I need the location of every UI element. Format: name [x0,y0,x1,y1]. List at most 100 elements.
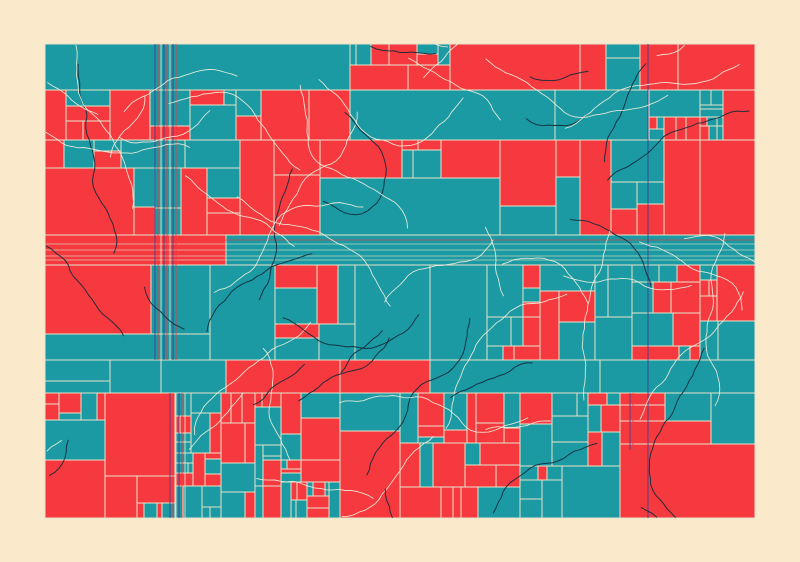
block [648,89,701,118]
block [209,506,222,519]
block [318,323,356,361]
block [477,486,521,519]
block [58,412,82,421]
flow-curve [384,239,494,303]
flow-curve [484,226,504,297]
block [466,392,477,444]
block [677,43,756,91]
block [631,345,680,361]
block [722,89,756,141]
block [486,316,512,347]
block [460,486,479,519]
block [220,491,246,519]
block [174,432,192,443]
block [80,392,98,421]
block [519,465,539,481]
block [399,486,442,519]
block [678,345,691,361]
block [324,481,330,497]
block [65,89,111,107]
flow-curve [408,57,501,121]
block [274,264,318,289]
block [648,116,658,130]
block [306,495,330,509]
block [416,43,439,55]
block [619,404,666,422]
block [192,452,206,487]
block [407,64,451,91]
block [522,264,541,289]
flow-curve [45,132,191,154]
rectangle-blocks [44,43,756,519]
block [546,465,563,481]
block [206,167,241,199]
block [190,412,211,454]
block [594,264,609,318]
block [235,89,262,117]
block [576,392,589,417]
flow-curve [49,439,69,476]
flow-curve [298,337,390,402]
block [519,423,553,467]
block [685,116,701,141]
flow-curve [256,478,374,499]
vertical-lines [154,44,649,518]
block [260,89,310,141]
flow-curves [45,43,755,518]
block [464,464,497,488]
block [280,472,302,483]
flow-curve [318,79,464,147]
block [280,481,292,519]
block [710,89,724,106]
block [96,392,106,421]
block [204,473,222,487]
block [716,116,724,127]
block [475,392,505,424]
flow-curve [603,63,647,163]
block [220,392,232,424]
block [452,486,462,519]
block [401,149,414,179]
block [652,281,672,314]
block [610,181,638,210]
flow-curve [370,46,437,55]
flow-curve [262,347,291,461]
flow-curve [188,393,244,450]
block [93,150,122,169]
block [44,43,351,91]
flow-curve [705,233,726,407]
block [656,116,665,130]
flow-curve [206,253,313,333]
flow-curve [110,96,146,158]
block [710,392,756,445]
block [416,53,439,66]
block [639,43,679,91]
block [339,392,401,432]
block [699,139,756,236]
block [286,459,302,470]
block [295,499,308,519]
block [241,392,256,424]
block [558,290,596,323]
block [44,139,65,169]
flow-curve [278,111,358,226]
flow-curve [252,363,305,406]
flow-curve [450,362,533,399]
block [605,43,641,59]
flow-curve [563,275,692,291]
block [316,264,339,325]
block [558,321,596,361]
block [429,264,488,361]
block [244,491,256,519]
block [440,486,454,519]
flow-curve [144,286,185,330]
block [432,442,466,488]
block [605,57,641,91]
flow-curve [569,219,652,287]
block [280,392,302,435]
flow-curve [581,230,611,401]
block [579,139,612,236]
block [587,392,608,406]
block [104,475,138,519]
block [109,89,151,141]
